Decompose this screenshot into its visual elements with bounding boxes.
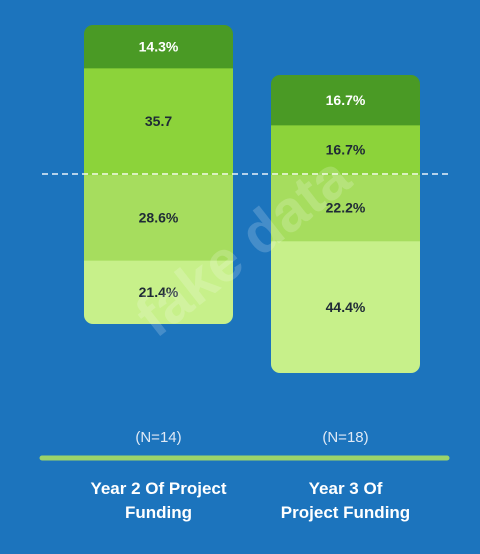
bar-2	[271, 75, 420, 373]
sample-size-label-1: (N=14)	[135, 429, 181, 446]
bar-segment-2-4	[271, 75, 420, 126]
segment-label-1-3: 35.7	[145, 113, 172, 129]
bar-1	[84, 25, 233, 324]
segment-label-2-2: 22.2%	[326, 200, 366, 216]
bar-segment-1-2	[84, 174, 233, 261]
segment-label-2-4: 16.7%	[326, 92, 366, 108]
segment-label-2-1: 44.4%	[326, 299, 366, 315]
bar-segment-2-2	[271, 174, 420, 242]
category-label-line1-2: Year 3 Of	[309, 479, 383, 498]
bar-segment-1-1	[84, 260, 233, 324]
segment-label-1-1: 21.4%	[139, 284, 179, 300]
bar-segment-2-3	[271, 124, 420, 176]
segment-label-1-4: 14.3%	[139, 38, 179, 54]
category-label-line2-1: Funding	[125, 503, 192, 522]
sample-size-label-2: (N=18)	[322, 429, 368, 446]
category-label-line1-1: Year 2 Of Project	[90, 479, 226, 498]
segment-label-2-3: 16.7%	[326, 142, 366, 158]
category-label-line2-2: Project Funding	[281, 503, 410, 522]
bar-segment-2-1	[271, 240, 420, 373]
bar-segment-1-4	[84, 25, 233, 69]
bar-segment-1-3	[84, 67, 233, 176]
segment-label-1-2: 28.6%	[139, 209, 179, 225]
